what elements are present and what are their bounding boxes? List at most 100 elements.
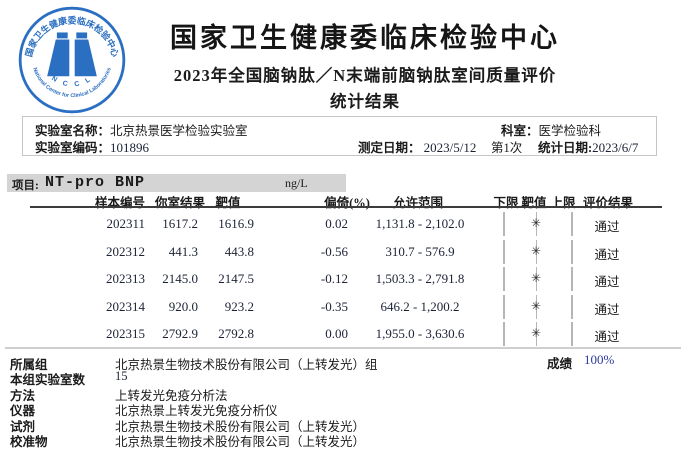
target-line xyxy=(535,212,538,236)
allowed-range: 1,955.0 - 3,630.6 xyxy=(375,326,465,341)
reagent-value: 北京热景生物技术股份有限公司（上转发光） xyxy=(115,419,366,434)
header-divider xyxy=(30,206,662,208)
lab-name-field: 实验室名称：北京热景医学检验实验室 xyxy=(35,120,248,139)
result-marker-icon: ✳ xyxy=(530,298,542,313)
group-value: 北京热景生物技术股份有限公司（上转发光）组 xyxy=(115,358,378,372)
evaluation-result: 通过 xyxy=(594,247,620,262)
target-line xyxy=(535,294,538,319)
lab-code-field: 实验室编码：101896 xyxy=(35,137,149,156)
your-result: 2792.9 xyxy=(162,326,198,341)
lab-info-box: 实验室名称：北京热景医学检验实验室 科室：医学检验科 实验室编码：101896 … xyxy=(22,116,657,156)
col-header-target-mark: 靶值 xyxy=(521,196,547,210)
bias-percent: 0.02 xyxy=(325,216,348,231)
org-title: 国家卫生健康委临床检验中心 xyxy=(170,23,560,53)
col-header-result: 你室结果 xyxy=(154,196,206,210)
reagent-label: 试剂 xyxy=(10,419,36,434)
table-row: 202313 2145.0 2147.5 -0.12 1,503.3 - 2,7… xyxy=(0,265,683,293)
nccl-logo: 国家卫生健康委临床检验中心 National Center for Clinic… xyxy=(18,6,126,114)
bias-percent: -0.35 xyxy=(320,298,348,314)
title-block: 国家卫生健康委临床检验中心 2023年全国脑钠肽／N末端前脑钠肽室间质量评价 统… xyxy=(130,16,600,112)
instrument-value: 北京热景上转发光免疫分析仪 xyxy=(115,404,278,418)
upper-limit-line xyxy=(571,239,573,264)
score-value: 100% xyxy=(584,352,615,367)
footer-row-labcount: 本组实验室数 15 xyxy=(0,369,683,387)
allowed-range: 1,131.8 - 2,102.0 xyxy=(375,216,465,231)
col-header-range: 允许范围 xyxy=(392,196,444,210)
allowed-range: 310.7 - 576.9 xyxy=(385,243,455,259)
dept-field: 科室：医学检验科 xyxy=(501,120,601,139)
target-value: 2792.8 xyxy=(218,326,254,341)
report-subtitle-line2: 统计结果 xyxy=(330,92,400,111)
target-line xyxy=(535,322,538,346)
labcount-label: 本组实验室数 xyxy=(10,373,86,387)
bias-percent: -0.56 xyxy=(320,243,348,259)
result-marker-icon: ✳ xyxy=(530,243,542,258)
table-bottom-divider xyxy=(5,347,681,349)
target-line xyxy=(535,267,538,291)
target-value: 2147.5 xyxy=(218,271,254,286)
col-header-upper-limit: 上限 xyxy=(550,196,576,210)
target-value: 923.2 xyxy=(224,298,254,314)
stat-date-value: 2023/6/7 xyxy=(592,140,639,155)
result-marker-icon: ✳ xyxy=(530,271,542,285)
evaluation-result: 通过 xyxy=(594,302,620,317)
nccl-logo-icon: 国家卫生健康委临床检验中心 National Center for Clinic… xyxy=(18,6,126,114)
upper-limit-line xyxy=(571,212,573,236)
round-value: 第1次 xyxy=(491,141,523,155)
footer-row-instrument: 仪器 北京热景上转发光免疫分析仪 xyxy=(0,400,683,418)
lower-limit-line xyxy=(503,322,505,346)
lab-name-value: 北京热景医学检验实验室 xyxy=(110,124,248,138)
col-header-evaluation: 评价结果 xyxy=(582,196,634,210)
test-date-value: 2023/5/12 xyxy=(423,140,477,155)
footer-row-reagent: 试剂 北京热景生物技术股份有限公司（上转发光） xyxy=(0,416,683,434)
target-line xyxy=(535,239,538,264)
sample-id: 202311 xyxy=(106,216,145,231)
group-label: 所属组 xyxy=(10,358,48,372)
calibrator-label: 校准物 xyxy=(10,435,48,449)
method-label: 方法 xyxy=(10,388,36,403)
project-unit: ng/L xyxy=(285,176,308,190)
target-value: 443.8 xyxy=(224,243,254,259)
your-result: 2145.0 xyxy=(162,271,198,286)
evaluation-result: 通过 xyxy=(594,220,620,234)
lower-limit-line xyxy=(503,294,505,319)
footer-row-calibrator: 校准物 北京热景生物技术股份有限公司（上转发光） xyxy=(0,431,683,449)
test-date-field: 测定日期： 2023/5/12 xyxy=(358,137,476,156)
project-name: NT-pro BNP xyxy=(45,174,146,191)
labcount-value: 15 xyxy=(115,369,128,383)
sample-id: 202314 xyxy=(106,298,145,314)
col-header-lower-limit: 下限 xyxy=(493,196,519,210)
result-marker-icon: ✳ xyxy=(530,326,542,340)
result-marker-icon: ✳ xyxy=(530,216,542,230)
allowed-range: 646.2 - 1,200.2 xyxy=(380,298,460,314)
report-subtitle-line1: 2023年全国脑钠肽／N末端前脑钠肽室间质量评价 xyxy=(173,66,557,85)
test-date-label: 测定日期： xyxy=(358,141,421,155)
col-header-target: 靶值 xyxy=(215,196,241,210)
target-value: 1616.9 xyxy=(218,216,254,231)
project-label: 项目: xyxy=(12,180,39,192)
stat-date-label: 统计日期: xyxy=(538,141,593,155)
bias-percent: 0.00 xyxy=(325,326,348,341)
table-row: 202311 1617.2 1616.9 0.02 1,131.8 - 2,10… xyxy=(0,210,683,238)
allowed-range: 1,503.3 - 2,791.8 xyxy=(375,271,465,286)
upper-limit-line xyxy=(571,322,573,346)
your-result: 441.3 xyxy=(168,243,198,259)
upper-limit-line xyxy=(571,267,573,291)
your-result: 920.0 xyxy=(168,298,198,314)
col-header-bias: 偏倚(%) xyxy=(324,196,370,210)
bias-percent: -0.12 xyxy=(320,271,348,286)
flask-cap-left-icon xyxy=(56,32,68,39)
lower-limit-line xyxy=(503,212,505,236)
instrument-label: 仪器 xyxy=(10,404,36,418)
evaluation-result: 通过 xyxy=(594,275,620,289)
project-bar: 项目: NT-pro BNP ng/L xyxy=(7,174,346,192)
your-result: 1617.2 xyxy=(162,216,198,231)
footer-row-group: 所属组 北京热景生物技术股份有限公司（上转发光）组 xyxy=(0,354,683,372)
table-row: 202314 920.0 923.2 -0.35 646.2 - 1,200.2… xyxy=(0,293,683,321)
lab-code-value: 101896 xyxy=(110,140,150,155)
lower-limit-line xyxy=(503,239,505,264)
footer-row-method: 方法 上转发光免疫分析法 xyxy=(0,385,683,403)
table-row: 202315 2792.9 2792.8 0.00 1,955.0 - 3,63… xyxy=(0,320,683,348)
flask-left-icon xyxy=(47,39,70,77)
